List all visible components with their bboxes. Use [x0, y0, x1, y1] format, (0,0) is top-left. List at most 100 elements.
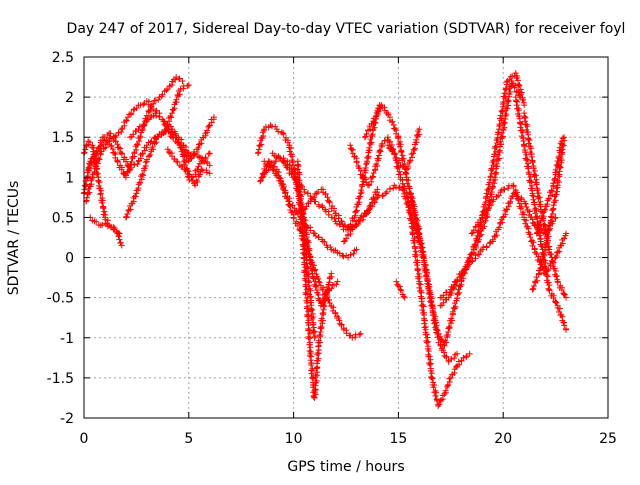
- data-point: [133, 159, 149, 197]
- data-point: [500, 193, 516, 221]
- data-point: [328, 246, 341, 256]
- data-point: [206, 162, 213, 169]
- data-point: [395, 134, 410, 178]
- data-point: [280, 158, 296, 178]
- data-point: [445, 351, 459, 365]
- x-tick-label: 25: [599, 431, 617, 447]
- data-point: [210, 114, 217, 121]
- data-point: [135, 144, 150, 165]
- data-point: [315, 295, 329, 349]
- data-point: [345, 247, 358, 261]
- data-point: [541, 217, 554, 253]
- data-point: [143, 112, 157, 125]
- chart-title: Day 247 of 2017, Sidereal Day-to-day VTE…: [67, 21, 626, 37]
- data-point: [533, 207, 548, 237]
- data-point: [340, 227, 354, 245]
- data-point: [326, 198, 338, 214]
- data-point: [441, 375, 453, 397]
- series-track-08: [122, 126, 213, 221]
- data-point: [468, 216, 484, 237]
- y-axis-label: SDTVAR / TECUs: [6, 181, 22, 296]
- data-point: [416, 126, 423, 133]
- data-point: [349, 331, 363, 341]
- data-point: [560, 134, 567, 141]
- data-point: [202, 116, 217, 137]
- x-tick-label: 20: [494, 431, 512, 447]
- series-track-13: [261, 158, 360, 261]
- data-point: [554, 278, 568, 298]
- data-point: [529, 158, 544, 210]
- data-point: [351, 193, 364, 221]
- data-point: [175, 134, 191, 156]
- data-point: [546, 286, 560, 306]
- data-point: [148, 96, 162, 109]
- data-point: [156, 87, 170, 101]
- data-point: [428, 374, 442, 408]
- data-point: [85, 138, 93, 146]
- data-point: [554, 135, 568, 189]
- data-point: [294, 158, 308, 258]
- data-point: [454, 357, 465, 369]
- data-point: [410, 128, 423, 157]
- data-point: [441, 311, 456, 349]
- data-point: [192, 168, 204, 189]
- data-point: [374, 186, 381, 193]
- data-point: [185, 150, 201, 160]
- data-point: [110, 226, 122, 236]
- data-point: [131, 102, 142, 113]
- series-track-23: [437, 70, 528, 309]
- data-point: [334, 278, 341, 285]
- data-point: [206, 170, 213, 177]
- data-point: [500, 182, 515, 193]
- y-tick-labels: -2 -1.5 -1 -0.5 0 0.5 1 1.5 2 2.5: [47, 50, 74, 427]
- data-point: [328, 270, 335, 277]
- y-tick-label: 1: [65, 170, 74, 186]
- data-point: [535, 247, 549, 277]
- data-point: [154, 128, 169, 141]
- series-track-21: [393, 278, 408, 301]
- data-point: [306, 350, 318, 399]
- series-track-29: [529, 134, 568, 293]
- data-point: [357, 209, 371, 221]
- data-point: [363, 127, 376, 165]
- plot-frame: [83, 56, 609, 419]
- data-point: [521, 198, 537, 227]
- series-track-20: [340, 182, 423, 245]
- data-point: [332, 310, 347, 332]
- data-point: [458, 259, 473, 277]
- data-point: [521, 142, 536, 194]
- data-point: [300, 254, 314, 355]
- data-point: [399, 186, 414, 215]
- data-point: [177, 82, 191, 93]
- data-point: [403, 151, 416, 173]
- data-point: [125, 106, 137, 121]
- data-point: [387, 114, 402, 140]
- y-tick-label: 1.5: [52, 130, 74, 146]
- data-point: [321, 273, 335, 301]
- data-point: [496, 79, 510, 133]
- axis-ticks: [83, 56, 609, 419]
- data-point: [311, 230, 326, 243]
- series-track-15: [294, 158, 335, 401]
- data-point: [449, 281, 465, 317]
- series-track-03: [87, 214, 123, 237]
- data-point: [357, 330, 364, 337]
- data-point: [310, 343, 322, 401]
- data-point: [254, 127, 267, 157]
- data-point: [110, 134, 124, 156]
- data-point: [521, 214, 538, 252]
- series-track-26: [512, 94, 570, 333]
- series-track-12: [257, 158, 364, 341]
- data-point: [489, 187, 505, 205]
- data-point: [393, 278, 403, 290]
- data-point: [97, 190, 109, 218]
- data-point: [189, 160, 203, 181]
- data-point: [353, 246, 360, 253]
- x-tick-label: 0: [80, 431, 89, 447]
- data-point: [340, 326, 354, 339]
- data-point: [280, 130, 291, 146]
- data-point: [563, 230, 570, 237]
- data-point: [422, 326, 435, 380]
- series-track-16: [301, 102, 383, 233]
- y-tick-label: 0.5: [52, 210, 74, 226]
